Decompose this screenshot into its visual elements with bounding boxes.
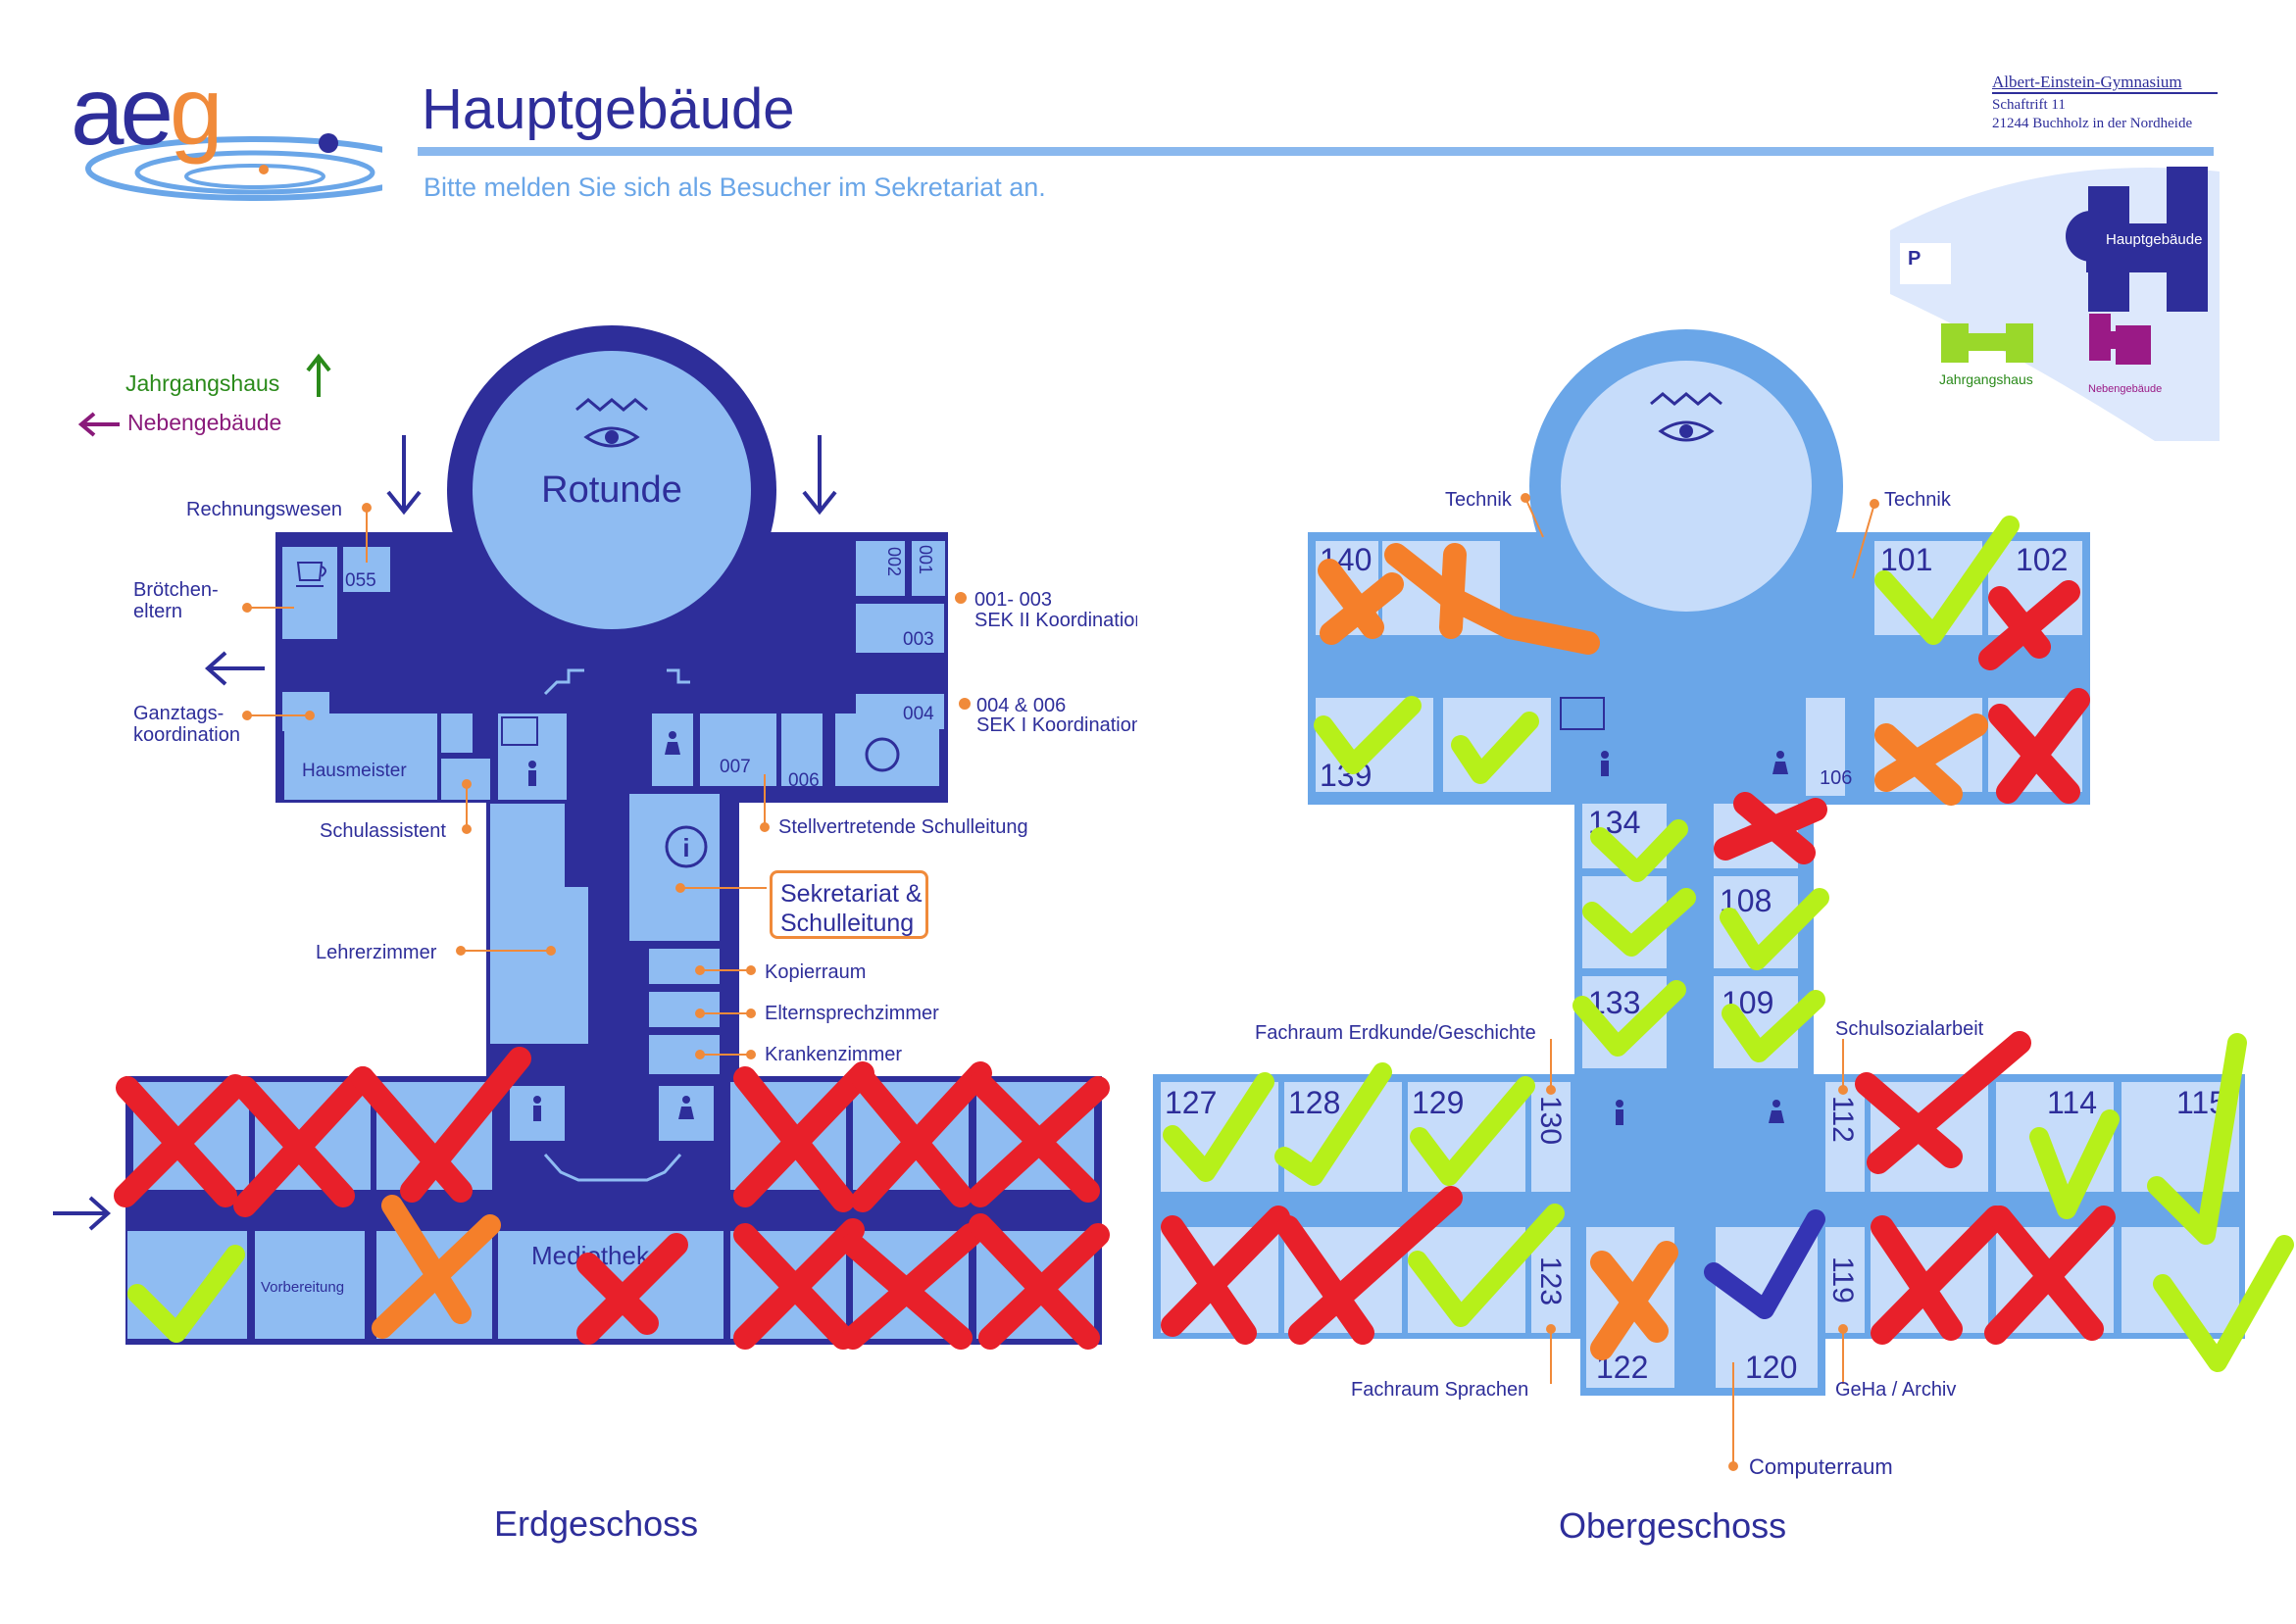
- label-fachraum-sprachen: Fachraum Sprachen: [1351, 1379, 1528, 1401]
- toilet-icon: [528, 731, 694, 1121]
- title-rule: [418, 147, 2214, 156]
- room-112: 112: [1826, 1096, 1859, 1143]
- arrow-up-icon: [306, 353, 331, 397]
- room-004: 004: [903, 704, 934, 724]
- label-technik-right: Technik: [1884, 489, 1952, 511]
- page-title: Hauptgebäude: [422, 77, 795, 141]
- overview-main-label: Hauptgebäude: [2106, 231, 2202, 248]
- marks-erdgeschoss: [114, 1047, 1110, 1350]
- room-hausmeister: Hausmeister: [302, 761, 407, 781]
- arrow-left-icon: [78, 412, 120, 437]
- label-kopierraum: Kopierraum: [765, 961, 866, 983]
- room-129: 129: [1412, 1085, 1464, 1120]
- label-lehrerzimmer: Lehrerzimmer: [316, 942, 437, 963]
- aeg-logo: [85, 133, 382, 201]
- room-102: 102: [2016, 542, 2068, 577]
- school-address: Albert-Einstein-Gymnasium Schaftrift 11 …: [1992, 73, 2218, 133]
- label-sekretariat-1: Sekretariat &: [780, 880, 923, 908]
- label-schulsozialarbeit: Schulsozialarbeit: [1835, 1018, 1984, 1040]
- stairs-icon: [543, 1154, 682, 1182]
- leader-lines-og: [1521, 493, 1879, 1471]
- label-geha-archiv: GeHa / Archiv: [1835, 1379, 1956, 1401]
- label-sekretariat: Sekretariat & Schulleitung: [770, 870, 928, 939]
- room-114: 114: [2047, 1085, 2097, 1120]
- legend-nebengebaeude: Nebengebäude: [127, 410, 282, 435]
- room-006: 006: [788, 770, 820, 791]
- label-sekretariat-2: Schulleitung: [780, 910, 915, 937]
- room-101: 101: [1880, 542, 1932, 577]
- room-vorbereitung: Vorbereitung: [261, 1279, 344, 1296]
- info-icon: [665, 825, 708, 868]
- room-007: 007: [720, 757, 751, 777]
- room-055: 055: [345, 570, 376, 591]
- marks-obergeschoss: [1161, 516, 2294, 1372]
- erdgeschoss-floorplan: Rotunde i 055 001 002 003 004 006 007 Ha…: [53, 325, 1137, 1350]
- label-koord-sek1-1: 004 & 006: [976, 695, 1066, 716]
- logo-text: aegaeg: [71, 57, 223, 165]
- label-technik-left: Technik: [1445, 489, 1513, 511]
- label-rechnungswesen: Rechnungswesen: [186, 499, 342, 520]
- elevator-icon: [501, 716, 538, 746]
- room-106: 106: [1820, 767, 1852, 789]
- mouse-icon: [865, 737, 900, 772]
- floor-label-obergeschoss: Obergeschoss: [1559, 1505, 1787, 1546]
- label-schulassistent: Schulassistent: [320, 820, 446, 842]
- label-koord-sek1-2: SEK I Koordination: [976, 714, 1137, 736]
- parking-label: P: [1908, 248, 1921, 270]
- room-128: 128: [1288, 1085, 1340, 1120]
- overview-neben-label: Nebengebäude: [2088, 383, 2162, 395]
- room-120: 120: [1745, 1350, 1797, 1385]
- rotunde-label: Rotunde: [541, 469, 682, 511]
- rotunde-icon: [575, 398, 648, 448]
- label-broetchen-1: Brötchen-: [133, 579, 219, 601]
- site-overview-map: P Hauptgebäude Jahrgangshaus Nebengebäud…: [1890, 167, 2220, 441]
- label-ganztags-1: Ganztags-: [133, 703, 224, 724]
- room-123: 123: [1534, 1256, 1567, 1305]
- rotunde-icon: [1650, 392, 1722, 442]
- coffee-icon: [296, 562, 326, 581]
- entrance-arrow-icon: [802, 435, 837, 516]
- stairs-icon: [543, 668, 690, 696]
- exit-arrow-icon: [204, 651, 265, 686]
- floor-label-erdgeschoss: Erdgeschoss: [494, 1503, 699, 1544]
- school-city: 21244 Buchholz in der Nordheide: [1992, 116, 2193, 131]
- label-fachraum-erdkunde: Fachraum Erdkunde/Geschichte: [1255, 1022, 1536, 1044]
- room-119: 119: [1826, 1256, 1859, 1304]
- room-002: 002: [884, 547, 904, 576]
- label-koord-sek2-2: SEK II Koordination: [974, 610, 1137, 631]
- entrance-arrow-icon: [53, 1196, 112, 1231]
- label-computerraum: Computerraum: [1749, 1454, 1893, 1479]
- legend-jahrgangshaus: Jahrgangshaus: [125, 370, 280, 396]
- entrance-arrow-icon: [386, 435, 422, 516]
- room-127: 127: [1165, 1085, 1217, 1120]
- room-003: 003: [903, 629, 934, 650]
- label-broetchen-2: eltern: [133, 601, 182, 622]
- label-krankenzimmer: Krankenzimmer: [765, 1044, 902, 1065]
- room-130: 130: [1534, 1096, 1567, 1145]
- label-ganztags-2: koordination: [133, 724, 240, 746]
- overview-jahrgang-label: Jahrgangshaus: [1939, 371, 2033, 387]
- svg-text:i: i: [682, 833, 689, 862]
- school-street: Schaftrift 11: [1992, 97, 2066, 113]
- toilet-icon: [1601, 751, 1788, 1125]
- elevator-icon: [1560, 697, 1605, 730]
- room-001: 001: [916, 545, 935, 574]
- page-subtitle: Bitte melden Sie sich als Besucher im Se…: [424, 172, 1046, 202]
- label-stellv-schulleitung: Stellvertretende Schulleitung: [778, 816, 1028, 838]
- leader-lines: [242, 503, 971, 1059]
- label-koord-sek2-1: 001- 003: [974, 589, 1052, 611]
- label-elternsprechzimmer: Elternsprechzimmer: [765, 1003, 939, 1024]
- school-name: Albert-Einstein-Gymnasium: [1992, 73, 2182, 91]
